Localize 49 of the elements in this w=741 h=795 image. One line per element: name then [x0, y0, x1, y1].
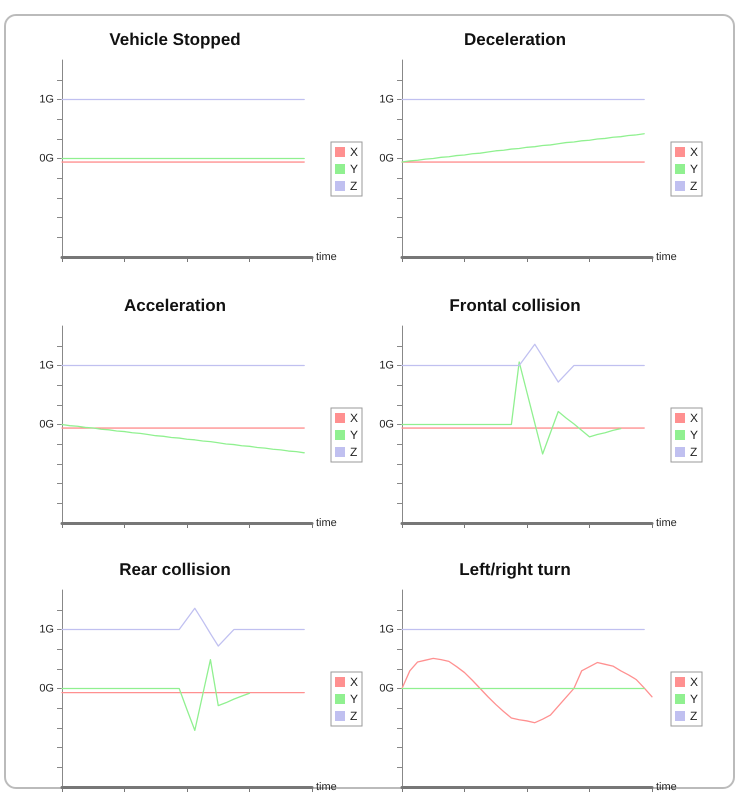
legend-label: Z [690, 709, 698, 723]
legend-label: X [350, 145, 358, 159]
legend-label: Y [350, 162, 358, 176]
line-series [61, 658, 250, 732]
legend-label: Z [690, 445, 698, 459]
y-tick-label: 1G [379, 94, 394, 106]
y-tick-label: 0G [39, 418, 54, 430]
y-tick-label: 0G [39, 682, 54, 694]
chart-title: Deceleration [464, 30, 566, 49]
legend-label: Z [350, 179, 358, 193]
line-series [401, 658, 653, 724]
legend-label: Y [690, 428, 698, 442]
line-series [61, 424, 305, 454]
y-tick-label: 1G [39, 360, 54, 372]
legend-label: X [350, 411, 358, 425]
y-tick-label: 1G [39, 94, 54, 106]
legend-label: X [690, 411, 698, 425]
chart-title: Frontal collision [449, 296, 581, 315]
y-tick-label: 0G [379, 682, 394, 694]
chart-title: Vehicle Stopped [109, 30, 241, 49]
x-axis-title: time [656, 781, 677, 793]
y-tick-label: 1G [39, 624, 54, 636]
legend-label: Y [690, 162, 698, 176]
y-tick-label: 0G [39, 152, 54, 164]
y-tick-label: 0G [379, 152, 394, 164]
line-series [61, 608, 305, 647]
legend-label: X [350, 675, 358, 689]
chart-title: Acceleration [124, 296, 226, 315]
chart-title: Left/right turn [459, 560, 571, 579]
legend-label: Z [350, 709, 358, 723]
legend-label: Z [350, 445, 358, 459]
y-tick-label: 1G [379, 624, 394, 636]
line-series [401, 344, 645, 383]
legend-label: Z [690, 179, 698, 193]
x-axis-title: time [316, 781, 337, 793]
legend-label: Y [690, 692, 698, 706]
x-axis-title: time [316, 251, 337, 263]
x-axis-title: time [656, 517, 677, 529]
legend-label: X [690, 675, 698, 689]
x-axis-title: time [316, 517, 337, 529]
y-tick-label: 1G [379, 360, 394, 372]
y-tick-label: 0G [379, 418, 394, 430]
line-series [401, 361, 622, 455]
chart-title: Rear collision [119, 560, 231, 579]
x-axis-title: time [656, 251, 677, 263]
legend-label: X [690, 145, 698, 159]
line-series [401, 133, 645, 163]
legend-label: Y [350, 692, 358, 706]
legend-label: Y [350, 428, 358, 442]
